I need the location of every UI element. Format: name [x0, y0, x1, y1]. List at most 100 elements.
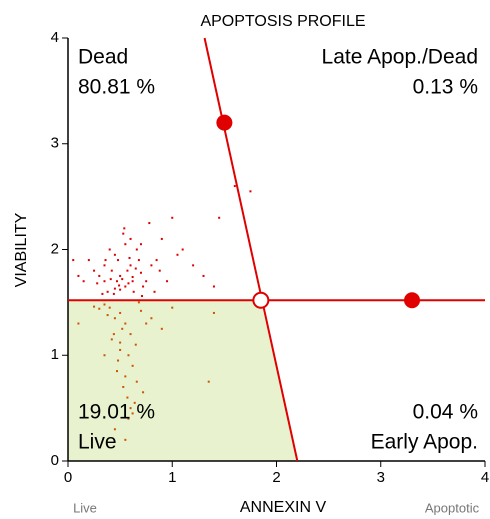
y-tick-label: 4	[51, 29, 59, 46]
data-point	[218, 216, 221, 219]
data-point	[101, 292, 104, 295]
data-point	[126, 269, 129, 272]
data-point	[127, 417, 130, 420]
data-point	[109, 278, 112, 281]
data-point	[119, 274, 122, 277]
data-point	[113, 317, 116, 320]
data-point	[126, 396, 129, 399]
data-point	[134, 267, 137, 270]
data-point	[139, 271, 142, 274]
x-end-label: Live	[73, 500, 97, 515]
data-point	[192, 264, 195, 267]
data-point	[112, 292, 115, 295]
data-point	[137, 259, 140, 262]
quadrant-label: Live	[78, 431, 117, 454]
data-point	[113, 428, 116, 431]
data-point	[207, 380, 210, 383]
data-point	[112, 333, 115, 336]
data-point	[119, 341, 122, 344]
data-point	[142, 391, 145, 394]
y-tick-label: 3	[51, 135, 59, 152]
data-point	[148, 222, 151, 225]
data-point	[171, 216, 174, 219]
data-point	[135, 248, 138, 251]
data-point	[131, 364, 134, 367]
data-point	[129, 333, 132, 336]
data-point	[104, 259, 107, 262]
data-point	[131, 275, 134, 278]
data-point	[124, 322, 127, 325]
data-point	[150, 264, 153, 267]
x-axis-label: ANNEXIN V	[240, 499, 327, 516]
quadrant-label: Early Apop.	[371, 431, 478, 454]
gate-handle	[404, 292, 421, 309]
data-point	[128, 256, 131, 259]
data-point	[124, 285, 127, 288]
data-point	[127, 354, 130, 357]
live-region	[68, 300, 298, 461]
data-point	[166, 280, 169, 283]
data-point	[118, 284, 121, 287]
data-point	[150, 317, 153, 320]
data-point	[110, 269, 113, 272]
data-point	[171, 306, 174, 309]
data-point	[181, 248, 184, 251]
data-point	[82, 280, 85, 283]
data-point	[133, 401, 136, 404]
quadrant-label: 80.81 %	[78, 76, 155, 99]
data-point	[145, 280, 148, 283]
data-point	[103, 303, 106, 306]
data-point	[121, 278, 124, 281]
data-point	[124, 438, 127, 441]
data-point	[115, 370, 118, 373]
data-point	[72, 259, 75, 262]
data-point	[158, 269, 161, 272]
data-point	[142, 285, 145, 288]
data-point	[249, 190, 252, 193]
data-point	[93, 269, 96, 272]
data-point	[137, 301, 140, 304]
data-point	[122, 232, 125, 235]
gate-slant	[203, 37, 299, 462]
data-point	[108, 306, 111, 309]
data-point	[117, 259, 120, 262]
data-point	[123, 227, 126, 230]
data-point	[119, 311, 122, 314]
quadrant-label: Late Apop./Dead	[322, 46, 478, 69]
data-point	[108, 248, 111, 251]
x-tick-label: 3	[377, 469, 385, 486]
data-point	[115, 280, 118, 283]
data-point	[212, 311, 215, 314]
data-point	[141, 295, 144, 298]
data-point	[103, 264, 106, 267]
data-point	[110, 338, 113, 341]
data-point	[124, 243, 127, 246]
data-point	[119, 288, 122, 291]
data-point	[160, 327, 163, 330]
x-tick-label: 4	[481, 469, 489, 486]
x-end-label: Apoptotic	[425, 500, 480, 515]
chart-title: APOPTOSIS PROFILE	[200, 13, 365, 30]
data-point	[139, 243, 142, 246]
data-point	[103, 280, 106, 283]
data-point	[96, 282, 99, 285]
y-tick-label: 2	[51, 240, 59, 257]
data-point	[155, 259, 158, 262]
data-point	[77, 322, 80, 325]
y-tick-label: 0	[51, 452, 59, 469]
quadrant-label: 19.01 %	[78, 401, 155, 424]
gate-corner	[252, 291, 270, 309]
data-point	[124, 375, 127, 378]
data-point	[202, 274, 205, 277]
data-point	[119, 348, 122, 351]
data-point	[139, 309, 142, 312]
y-axis-label: VIABILITY	[13, 212, 30, 287]
y-tick-label: 1	[51, 346, 59, 363]
data-point	[127, 282, 130, 285]
data-point	[129, 407, 132, 410]
gate-handle	[216, 114, 233, 131]
data-point	[153, 290, 156, 293]
data-point	[129, 237, 132, 240]
data-point	[93, 305, 96, 308]
